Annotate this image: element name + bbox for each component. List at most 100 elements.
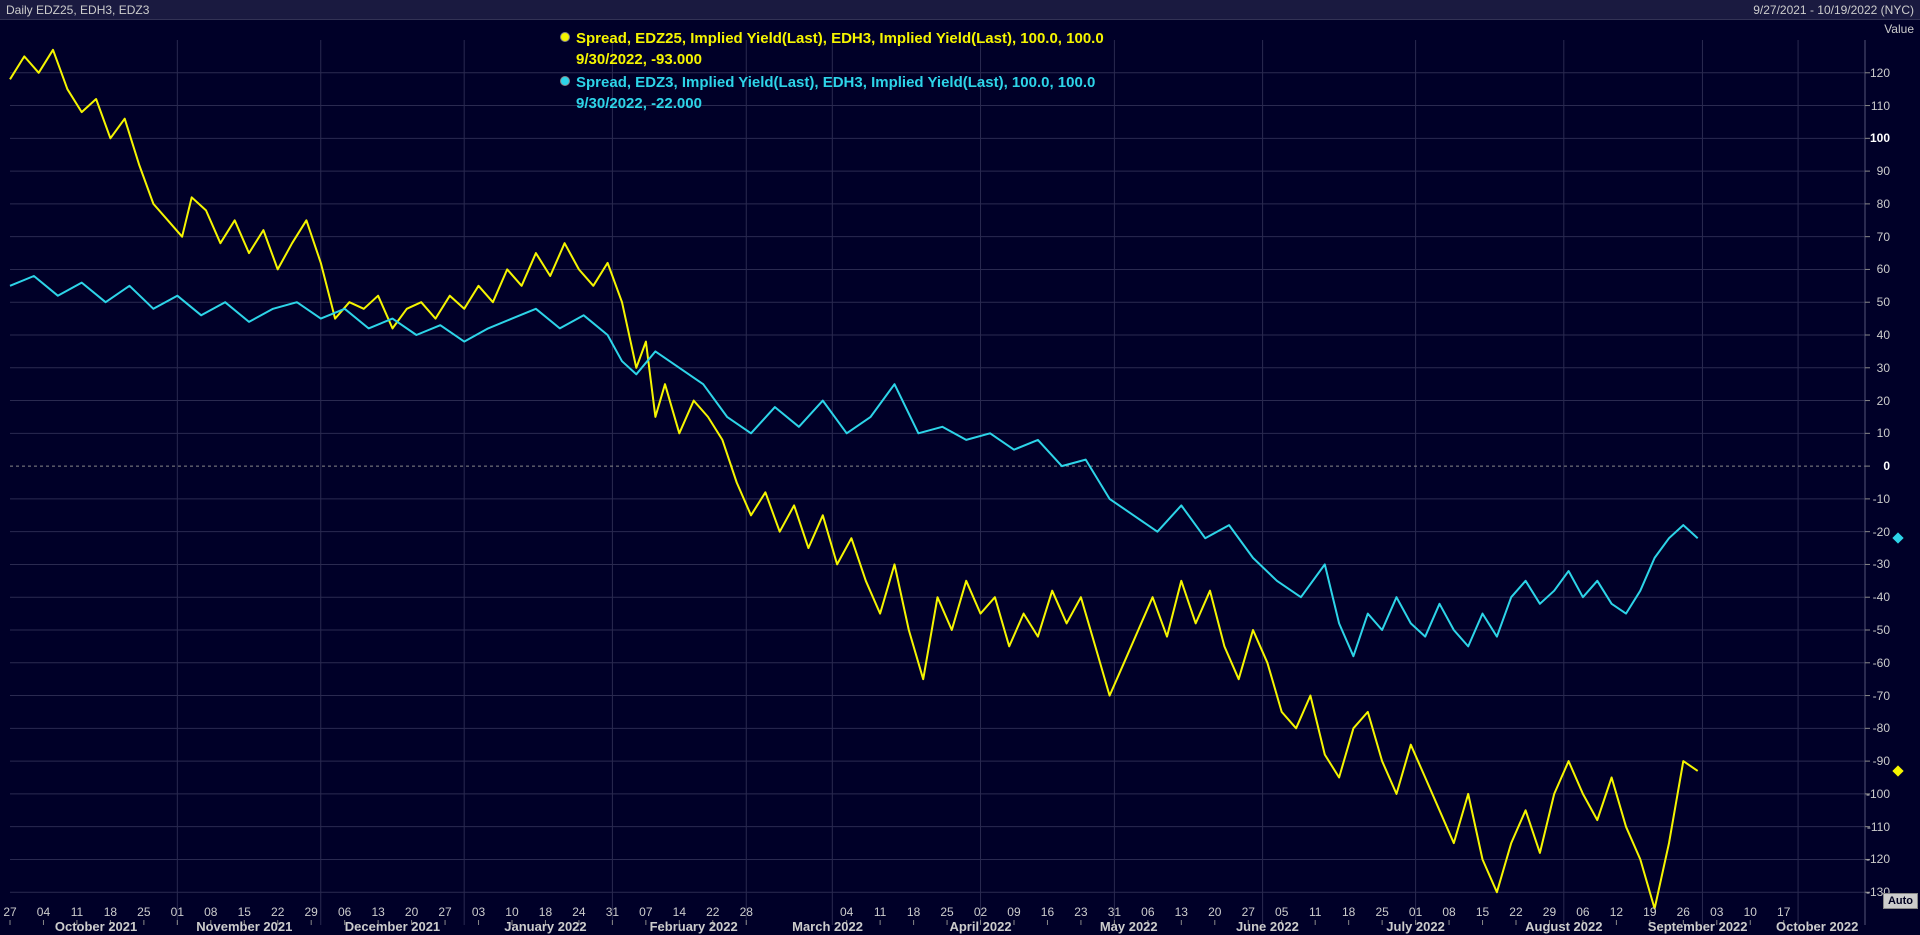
header-title-right: 9/27/2021 - 10/19/2022 (NYC) <box>1753 3 1914 17</box>
xtick-month-label: January 2022 <box>504 919 586 934</box>
xtick-day-label: 12 <box>1610 905 1623 919</box>
xtick-day-label: 08 <box>204 905 217 919</box>
xtick-day-label: 24 <box>572 905 585 919</box>
xtick-day-label: 07 <box>639 905 652 919</box>
xtick-day-label: 11 <box>874 905 886 919</box>
xtick-day-label: 22 <box>271 905 284 919</box>
ytick-label: 0 <box>1883 459 1890 473</box>
xtick-day-label: 15 <box>1476 905 1489 919</box>
xtick-day-label: 18 <box>1342 905 1355 919</box>
ytick-label: 70 <box>1877 230 1890 244</box>
xtick-day-label: 02 <box>974 905 987 919</box>
xtick-day-label: 26 <box>1677 905 1690 919</box>
xtick-day-label: 10 <box>505 905 518 919</box>
ytick-label: -40 <box>1873 590 1890 604</box>
last-value-marker <box>1892 765 1903 776</box>
xtick-day-label: 25 <box>1375 905 1388 919</box>
xtick-day-label: 06 <box>1141 905 1154 919</box>
legend: Spread, EDZ25, Implied Yield(Last), EDH3… <box>560 28 1104 116</box>
ytick-label: 10 <box>1877 426 1890 440</box>
auto-scale-button[interactable]: Auto <box>1883 893 1918 909</box>
ytick-label: -70 <box>1873 689 1890 703</box>
ytick-label: -60 <box>1873 656 1890 670</box>
ytick-label: 60 <box>1877 262 1890 276</box>
legend-marker-icon <box>560 76 570 86</box>
ytick-label: 100 <box>1870 131 1890 145</box>
last-value-marker <box>1892 533 1903 544</box>
xtick-month-label: July 2022 <box>1386 919 1445 934</box>
legend-series-0-value: 9/30/2022, -93.000 <box>576 49 1104 70</box>
xtick-day-label: 27 <box>1242 905 1255 919</box>
xtick-day-label: 29 <box>1543 905 1556 919</box>
xtick-day-label: 13 <box>1175 905 1188 919</box>
ytick-label: 120 <box>1870 66 1890 80</box>
xtick-day-label: 17 <box>1777 905 1790 919</box>
ytick-label: 40 <box>1877 328 1890 342</box>
ytick-label: -80 <box>1873 721 1890 735</box>
xtick-month-label: May 2022 <box>1100 919 1158 934</box>
xtick-day-label: 25 <box>137 905 150 919</box>
xtick-day-label: 04 <box>37 905 50 919</box>
ytick-label: -100 <box>1866 787 1890 801</box>
ytick-label: -50 <box>1873 623 1890 637</box>
xtick-day-label: 18 <box>539 905 552 919</box>
xtick-day-label: 15 <box>238 905 251 919</box>
xtick-month-label: December 2021 <box>345 919 440 934</box>
ytick-label: 90 <box>1877 164 1890 178</box>
xtick-day-label: 27 <box>438 905 451 919</box>
xtick-day-label: 11 <box>1309 905 1321 919</box>
xtick-month-label: June 2022 <box>1236 919 1299 934</box>
legend-series-0-name: Spread, EDZ25, Implied Yield(Last), EDH3… <box>576 28 1104 49</box>
xtick-day-label: 04 <box>840 905 853 919</box>
xtick-day-label: 01 <box>171 905 184 919</box>
legend-series-1-name: Spread, EDZ3, Implied Yield(Last), EDH3,… <box>576 72 1095 93</box>
yaxis: -130-120-110-100-90-80-70-60-50-40-30-20… <box>1865 20 1920 905</box>
xtick-day-label: 05 <box>1275 905 1288 919</box>
ytick-label: -20 <box>1873 525 1890 539</box>
xtick-day-label: 20 <box>1208 905 1221 919</box>
xtick-day-label: 31 <box>1108 905 1121 919</box>
xtick-day-label: 13 <box>371 905 384 919</box>
ytick-label: -110 <box>1867 820 1890 834</box>
legend-marker-icon <box>560 32 570 42</box>
xtick-day-label: 03 <box>472 905 485 919</box>
legend-item-1: Spread, EDZ3, Implied Yield(Last), EDH3,… <box>560 72 1104 114</box>
xtick-month-label: March 2022 <box>792 919 863 934</box>
xtick-day-label: 22 <box>706 905 719 919</box>
xaxis: 27 04 11 18 25 01 08 15 22 29 06 13 20 27 03 10 18 24 31 07… <box>0 905 1865 935</box>
ytick-label: 80 <box>1877 197 1890 211</box>
xtick-day-label: 06 <box>338 905 351 919</box>
xtick-day-label: 18 <box>907 905 920 919</box>
ytick-label: -10 <box>1873 492 1890 506</box>
xtick-month-label: November 2021 <box>196 919 292 934</box>
xtick-month-label: October 2021 <box>55 919 137 934</box>
ytick-label: 50 <box>1877 295 1890 309</box>
ytick-label: -120 <box>1866 852 1890 866</box>
header-title-left: Daily EDZ25, EDH3, EDZ3 <box>6 3 149 17</box>
xtick-day-label: 11 <box>71 905 83 919</box>
xtick-month-label: February 2022 <box>650 919 738 934</box>
chart-header: Daily EDZ25, EDH3, EDZ3 9/27/2021 - 10/1… <box>0 0 1920 20</box>
xtick-day-label: 27 <box>3 905 16 919</box>
xtick-day-label: 22 <box>1509 905 1522 919</box>
ytick-label: 20 <box>1877 394 1890 408</box>
xtick-day-label: 31 <box>606 905 619 919</box>
xtick-day-label: 23 <box>1074 905 1087 919</box>
xtick-day-label: 25 <box>940 905 953 919</box>
xtick-month-label: September 2022 <box>1648 919 1748 934</box>
legend-series-1-value: 9/30/2022, -22.000 <box>576 93 1095 114</box>
xtick-day-label: 10 <box>1744 905 1757 919</box>
chart-svg <box>0 20 1920 935</box>
xtick-day-label: 18 <box>104 905 117 919</box>
xtick-month-label: August 2022 <box>1525 919 1602 934</box>
legend-item-0: Spread, EDZ25, Implied Yield(Last), EDH3… <box>560 28 1104 70</box>
xtick-day-label: 29 <box>305 905 318 919</box>
xtick-day-label: 08 <box>1442 905 1455 919</box>
ytick-label: 30 <box>1877 361 1890 375</box>
xtick-day-label: 28 <box>740 905 753 919</box>
ytick-label: 110 <box>1871 99 1890 113</box>
xtick-day-label: 20 <box>405 905 418 919</box>
xtick-day-label: 03 <box>1710 905 1723 919</box>
chart-area[interactable] <box>0 20 1920 935</box>
xtick-day-label: 19 <box>1643 905 1656 919</box>
